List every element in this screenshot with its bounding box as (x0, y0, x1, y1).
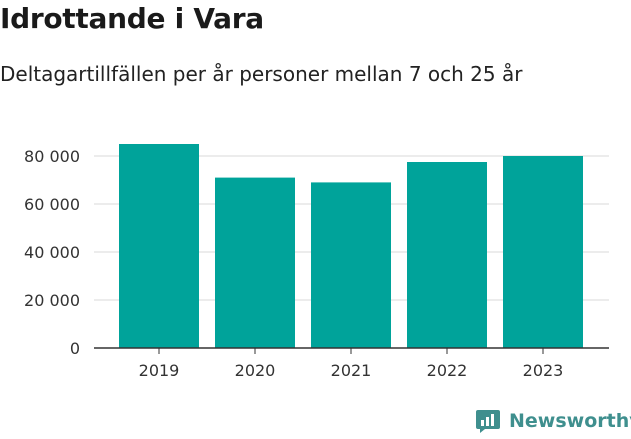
x-axis-ticks: 2019 2020 2021 2022 2023 (139, 348, 564, 380)
bar-2020 (215, 177, 295, 348)
bar-2021 (311, 182, 391, 348)
bar-2023 (503, 156, 583, 348)
brand: Newsworthy (475, 408, 631, 434)
y-tick-label: 60 000 (24, 195, 80, 214)
y-tick-label: 20 000 (24, 291, 80, 310)
x-tick-label: 2022 (427, 361, 468, 380)
x-tick-label: 2023 (523, 361, 564, 380)
y-tick-label: 40 000 (24, 243, 80, 262)
chart-title: Idrottande i Vara (0, 2, 264, 35)
x-tick-label: 2021 (331, 361, 372, 380)
y-axis-ticks: 0 20 000 40 000 60 000 80 000 (24, 147, 80, 358)
chart-subtitle: Deltagartillfällen per år personer mella… (0, 62, 523, 86)
x-tick-label: 2019 (139, 361, 180, 380)
bar-2022 (407, 162, 487, 348)
newsworthy-logo-icon (476, 410, 500, 433)
y-tick-label: 0 (70, 339, 80, 358)
y-tick-label: 80 000 (24, 147, 80, 166)
x-tick-label: 2020 (235, 361, 276, 380)
bar-2019 (119, 144, 199, 348)
bars (119, 144, 583, 348)
brand-name: Newsworthy (509, 410, 631, 432)
